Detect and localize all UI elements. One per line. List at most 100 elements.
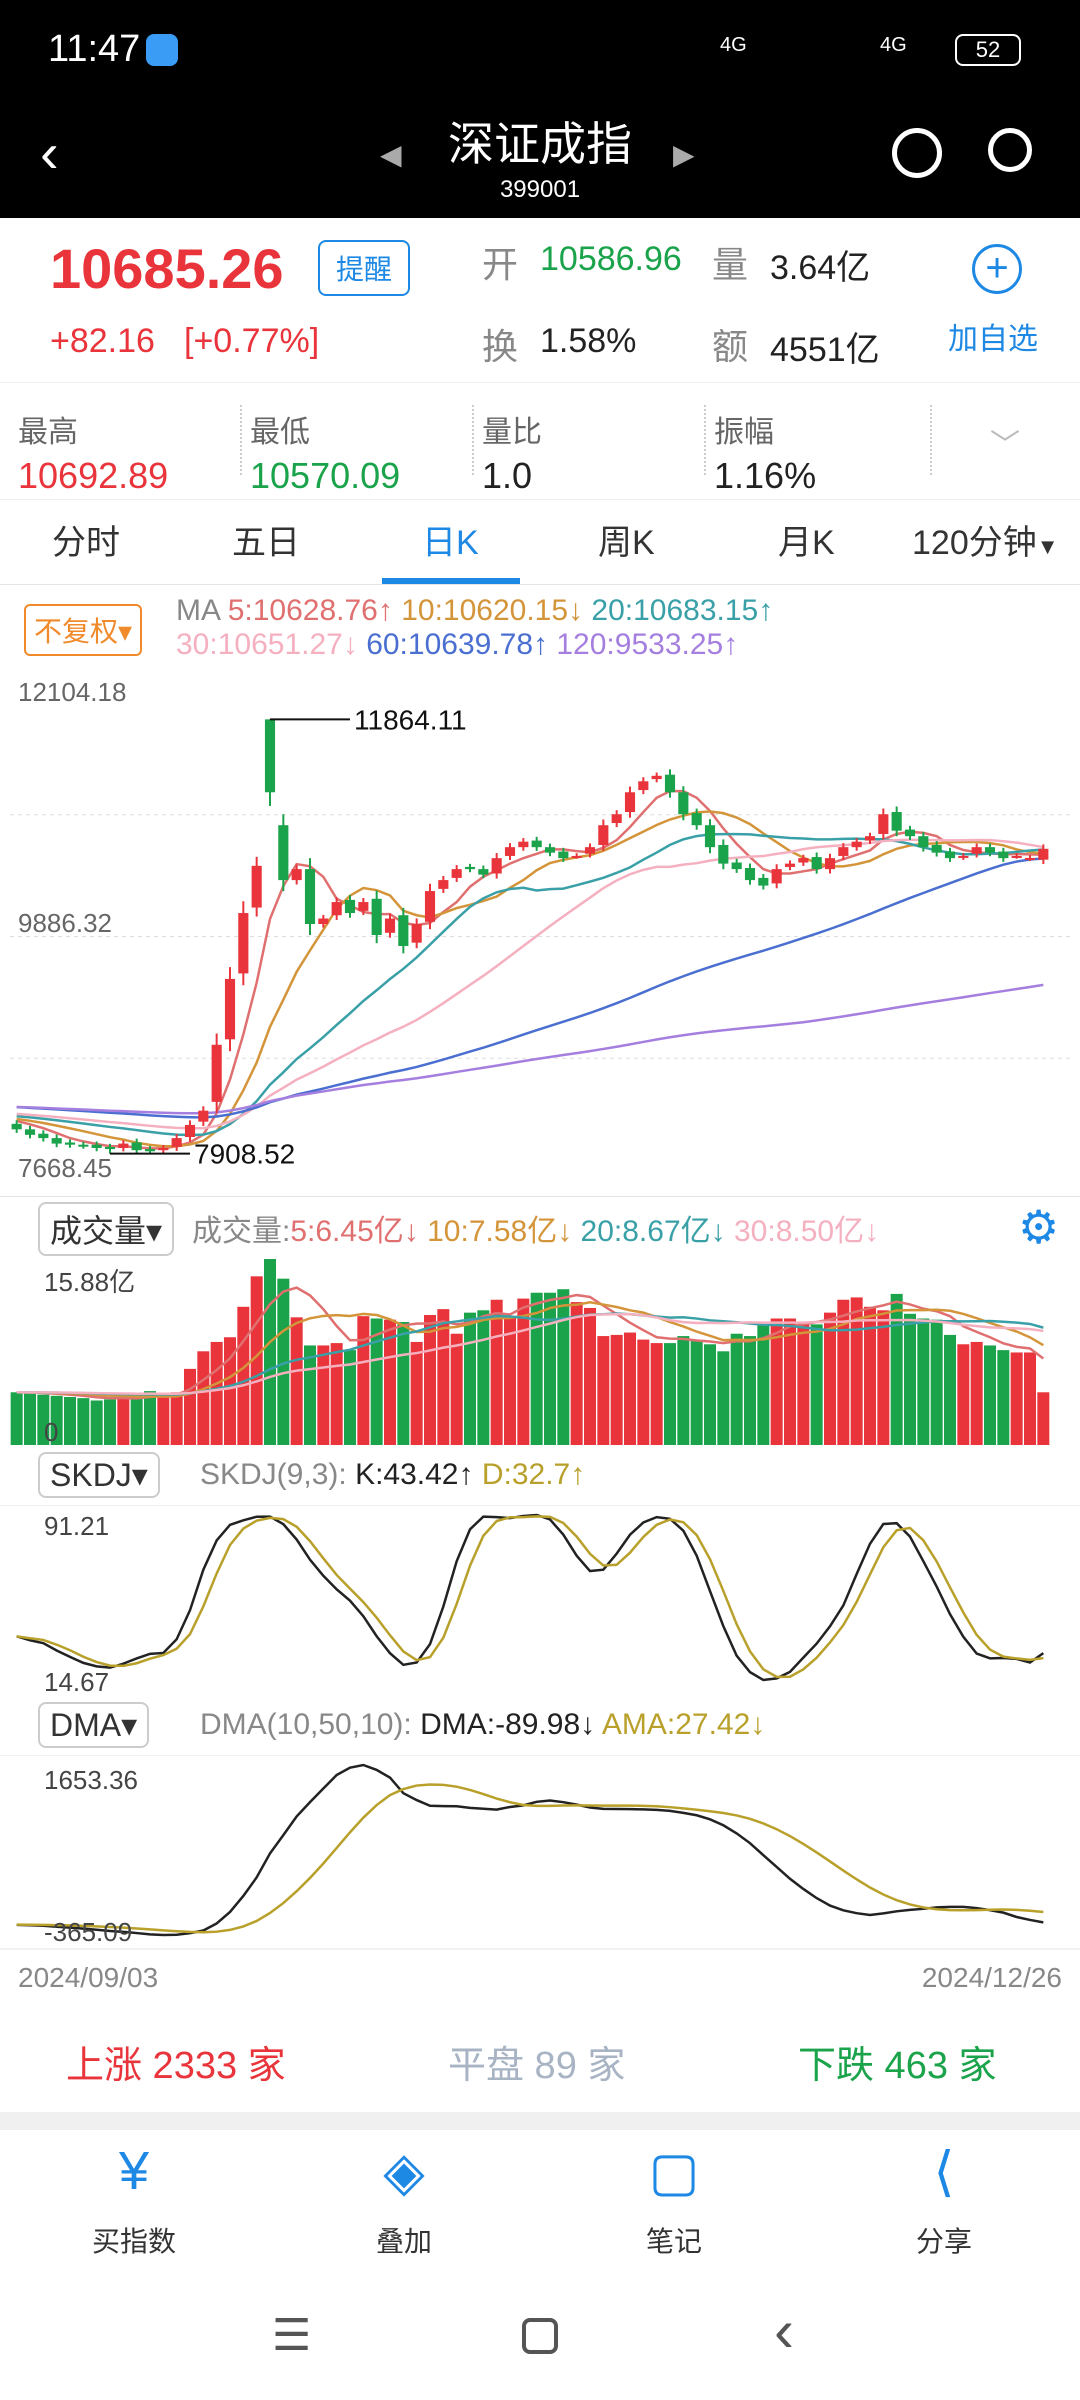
volume-bar: [890, 1293, 903, 1445]
tab-5[interactable]: 120分钟▼: [912, 524, 1059, 562]
stat-value: 10570.09: [250, 455, 401, 496]
volume-ma-legend-item: 20:8.67亿↓: [580, 1215, 726, 1248]
share-icon: ⟨: [933, 2142, 955, 2202]
volume-bar: [450, 1333, 463, 1445]
candle-body: [24, 1129, 36, 1135]
next-index-icon[interactable]: ▶: [673, 139, 695, 170]
volume-bar: [1024, 1352, 1036, 1445]
volume-bar: [730, 1333, 743, 1445]
toolbar-label: 叠加: [375, 2226, 432, 2257]
home-nav-icon[interactable]: [522, 2318, 558, 2354]
candle-body: [544, 847, 556, 853]
toolbar-share-button[interactable]: ⟨ 分享: [844, 2140, 1044, 2260]
back-nav-icon[interactable]: ‹: [774, 2297, 794, 2364]
ma-30-line: [16, 838, 1044, 1130]
candle-body: [558, 851, 569, 859]
back-icon[interactable]: ‹: [40, 121, 59, 184]
volume-bar: [50, 1395, 63, 1445]
dma-chart[interactable]: 1653.36 -365.09: [0, 1755, 1080, 1950]
tab-4[interactable]: 月K: [778, 515, 835, 564]
skdj-d-value: D:32.7↑: [481, 1458, 586, 1491]
candle-body: [664, 774, 676, 793]
candle-body: [291, 869, 302, 881]
tab-3[interactable]: 周K: [598, 515, 655, 564]
candle-body: [438, 880, 449, 889]
candlestick-chart[interactable]: 12104.18 9886.32 7668.45 11864.11 7908.52: [0, 665, 1080, 1190]
volume-bar: [64, 1396, 76, 1445]
tab-1[interactable]: 五日: [232, 515, 300, 564]
volume-chart[interactable]: 15.88亿 0: [0, 1255, 1080, 1447]
prev-index-icon[interactable]: ◀: [380, 139, 402, 170]
dma-min-label: -365.09: [44, 1917, 132, 1947]
dma-title: DMA(10,50,10):: [200, 1708, 412, 1741]
volume-bar: [144, 1391, 156, 1445]
volume-bar: [944, 1334, 956, 1445]
ma-legend: MA 5:10628.76↑ 10:10620.15↓ 20:10683.15↑…: [176, 594, 1066, 662]
volume-bar: [690, 1340, 703, 1445]
volume-indicator-select[interactable]: 成交量▾: [38, 1202, 175, 1256]
end-date-label: 2024/12/26: [921, 1962, 1062, 1993]
volume-bar: [277, 1278, 290, 1445]
volume-bar: [784, 1318, 796, 1445]
candle-body: [451, 869, 462, 878]
candle-body: [411, 924, 422, 943]
menu-nav-icon[interactable]: ☰: [272, 2311, 312, 2360]
ma-60-line: [16, 857, 1044, 1119]
tab-2[interactable]: 日K: [422, 515, 479, 564]
candle-body: [118, 1143, 129, 1148]
toolbar-label: 分享: [915, 2226, 972, 2257]
volume-bar: [917, 1318, 930, 1445]
volume-bar: [304, 1345, 316, 1445]
customer-service-icon[interactable]: [892, 128, 942, 178]
adjust-select[interactable]: 不复权▾: [24, 604, 143, 656]
settings-gear-icon[interactable]: ⚙: [1018, 1201, 1060, 1253]
skdj-chart[interactable]: 91.21 14.67: [0, 1505, 1080, 1695]
candle-body: [398, 915, 409, 946]
ma-5-line: [16, 789, 1044, 1150]
toolbar-note-button[interactable]: ▢ 笔记: [574, 2140, 774, 2260]
price-change-pct: [+0.77%]: [184, 322, 320, 360]
volume-max-label: 15.88亿: [44, 1267, 135, 1297]
last-price: 10685.26: [50, 237, 284, 300]
volume-bar: [797, 1323, 810, 1445]
y-axis-min-label: 7668.45: [18, 1153, 112, 1183]
toolbar-label: 买指数: [91, 2226, 176, 2257]
tab-label: 五日: [232, 524, 300, 562]
volume-ma-20-line: [16, 1312, 1044, 1396]
candle-body: [478, 869, 489, 875]
volume-bar: [37, 1394, 50, 1445]
candle-body: [984, 847, 996, 853]
search-icon[interactable]: [988, 128, 1032, 172]
dma-max-label: 1653.36: [44, 1765, 138, 1795]
volume-bar: [837, 1299, 850, 1445]
candle-body: [758, 877, 769, 886]
candle-body: [838, 847, 849, 856]
volume-bar: [877, 1310, 890, 1445]
add-watchlist-button[interactable]: 加自选: [948, 323, 1038, 356]
volume-bar: [370, 1318, 383, 1445]
tab-label: 周K: [598, 524, 655, 562]
volume-bar: [584, 1307, 596, 1445]
expand-chevron-icon[interactable]: ﹀: [990, 429, 1020, 462]
candle-body: [251, 865, 262, 908]
candle-body: [731, 862, 742, 870]
remind-button[interactable]: 提醒: [318, 240, 411, 296]
volume-bar: [517, 1298, 530, 1445]
tab-0[interactable]: 分时: [52, 515, 120, 564]
add-watchlist-icon[interactable]: +: [972, 244, 1022, 294]
candle-body: [691, 813, 702, 826]
unchanged-count: 平盘 89 家: [448, 2045, 626, 2087]
toolbar-buy-index-button[interactable]: ¥ 买指数: [34, 2140, 234, 2260]
volume-ma-legend-item: 30:8.50亿↓: [733, 1215, 880, 1248]
ama-value: AMA:27.42↓: [601, 1708, 766, 1741]
dma-indicator-select[interactable]: DMA▾: [38, 1702, 150, 1748]
skdj-indicator-select[interactable]: SKDJ▾: [38, 1452, 160, 1498]
volume-bar: [677, 1336, 690, 1445]
candle-body: [624, 792, 636, 813]
toolbar-layers-button[interactable]: ◈ 叠加: [304, 2140, 504, 2260]
volume-bar: [10, 1392, 23, 1445]
candle-body: [771, 869, 782, 884]
candle-body: [571, 855, 582, 858]
price-change: +82.16: [50, 322, 155, 360]
volume-bar: [904, 1313, 916, 1445]
